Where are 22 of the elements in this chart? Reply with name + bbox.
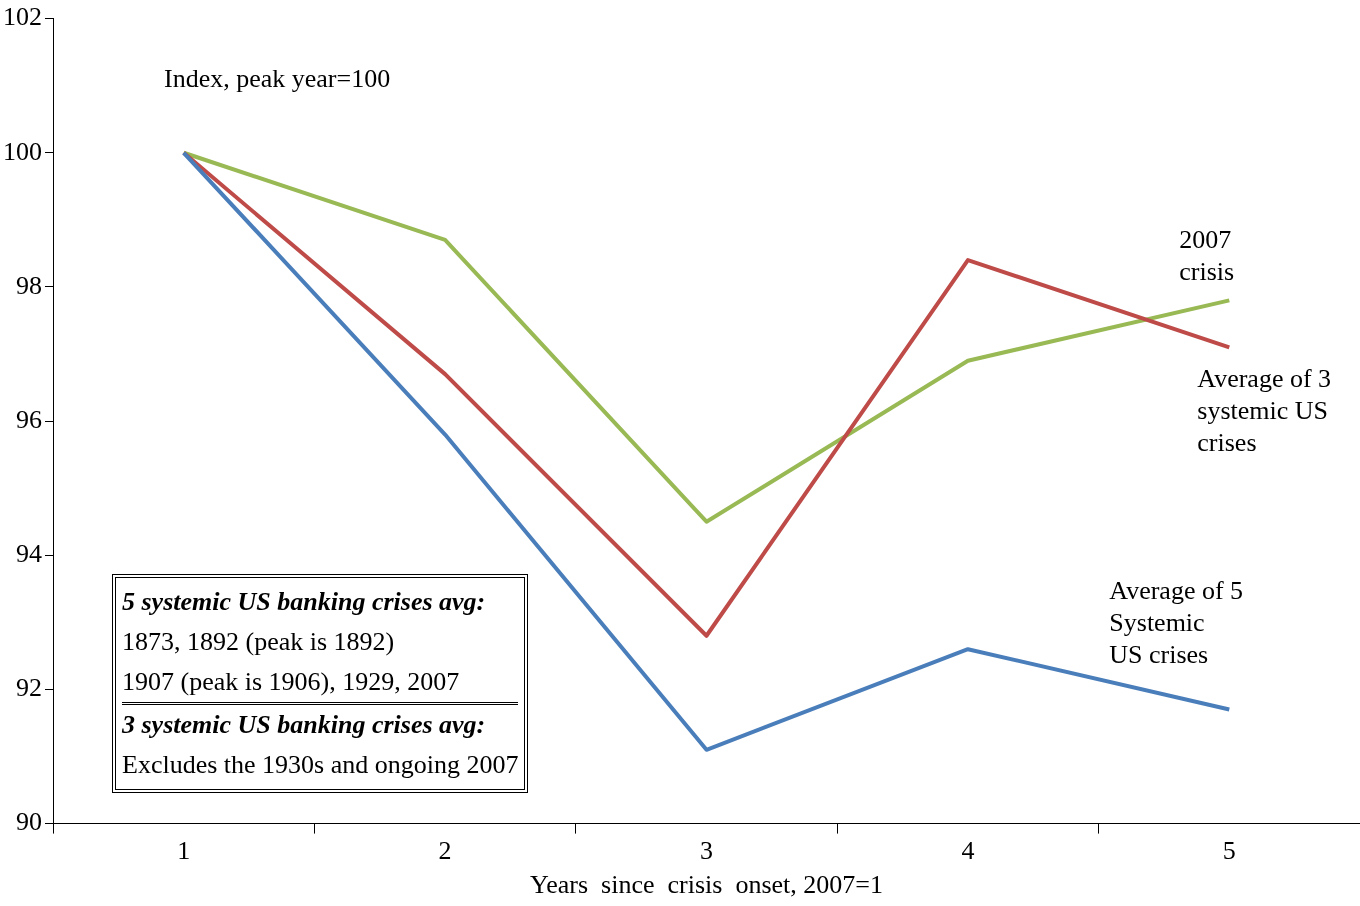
x-tick-label: 1 xyxy=(177,836,191,866)
y-tick-label: 96 xyxy=(16,404,42,434)
y-tick-label: 98 xyxy=(16,270,42,300)
annotation: 5 systemic US banking crises avg: xyxy=(122,586,487,618)
y-tick-label: 92 xyxy=(16,673,42,703)
x-tick-label: 4 xyxy=(961,836,975,866)
series-label: Average of 3 systemic US crises xyxy=(1197,364,1332,458)
x-tick-label: 5 xyxy=(1222,836,1236,866)
x-tick-label: 2 xyxy=(438,836,452,866)
series-label: 2007 crisis xyxy=(1179,225,1235,287)
series-label: Average of 5 Systemic US crises xyxy=(1109,576,1244,670)
annotation: 1907 (peak is 1906), 1929, 2007 xyxy=(122,666,461,698)
y-tick-label: 100 xyxy=(3,136,42,166)
x-tick-label: 3 xyxy=(700,836,713,866)
x-axis-title: Years since crisis onset, 2007=1 xyxy=(530,870,883,900)
annotation: Excludes the 1930s and ongoing 2007 xyxy=(122,749,519,781)
y-tick-label: 102 xyxy=(3,2,42,32)
annotation: Index, peak year=100 xyxy=(164,64,391,94)
y-tick-label: 94 xyxy=(16,539,42,569)
annotation: 3 systemic US banking crises avg: xyxy=(122,702,519,745)
y-tick-label: 90 xyxy=(16,807,42,837)
annotation: 1873, 1892 (peak is 1892) xyxy=(122,626,396,658)
